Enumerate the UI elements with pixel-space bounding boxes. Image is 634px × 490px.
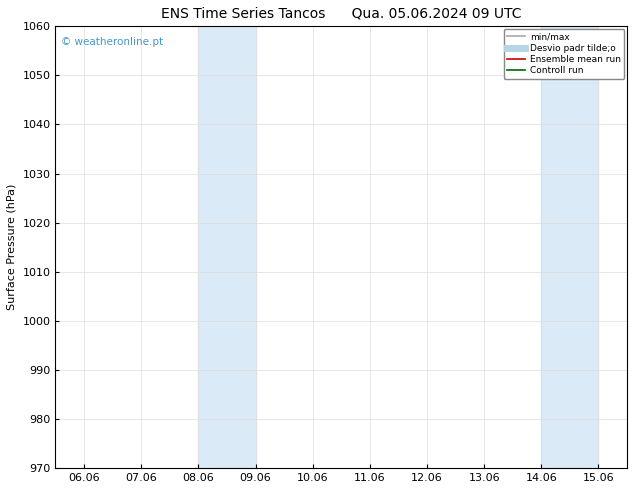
Bar: [541, 26, 598, 468]
Y-axis label: Surface Pressure (hPa): Surface Pressure (hPa): [7, 184, 17, 311]
Legend: min/max, Desvio padr tilde;o, Ensemble mean run, Controll run: min/max, Desvio padr tilde;o, Ensemble m…: [503, 29, 624, 79]
Text: © weatheronline.pt: © weatheronline.pt: [61, 37, 164, 48]
Title: ENS Time Series Tancos      Qua. 05.06.2024 09 UTC: ENS Time Series Tancos Qua. 05.06.2024 0…: [161, 7, 522, 21]
Bar: [198, 26, 256, 468]
